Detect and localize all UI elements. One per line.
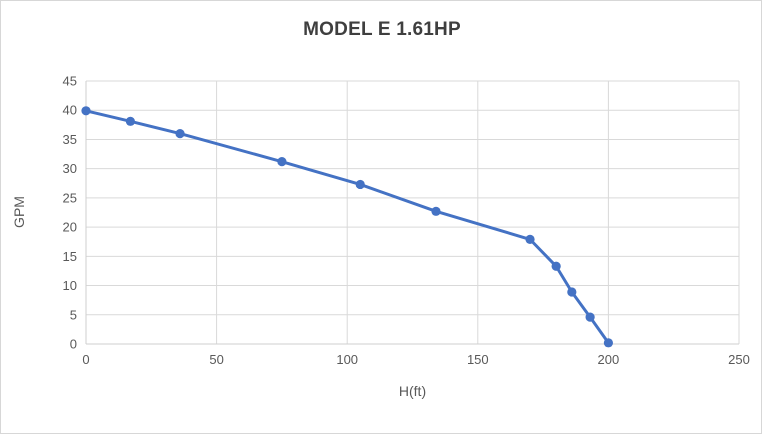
y-tick-label: 40 — [63, 103, 77, 118]
data-point-marker — [585, 312, 595, 322]
data-point-marker — [81, 106, 91, 116]
data-point-marker — [551, 261, 561, 271]
data-point-marker — [525, 234, 535, 244]
y-tick-label: 25 — [63, 190, 77, 205]
chart-title: MODEL E 1.61HP — [303, 19, 461, 40]
x-tick-label: 50 — [209, 352, 223, 367]
y-axis-title: GPM — [11, 196, 27, 228]
x-tick-label: 100 — [336, 352, 358, 367]
x-tick-label: 200 — [598, 352, 620, 367]
data-point-marker — [431, 206, 441, 216]
data-point-marker — [175, 129, 185, 139]
x-tick-label: 150 — [467, 352, 489, 367]
y-tick-label: 30 — [63, 161, 77, 176]
data-point-marker — [355, 179, 365, 190]
data-point-marker — [603, 338, 614, 348]
y-tick-label: 45 — [63, 74, 77, 89]
x-tick-label: 250 — [728, 352, 750, 367]
y-tick-label: 5 — [70, 307, 77, 322]
data-point-marker — [567, 287, 577, 297]
data-point-marker — [277, 157, 287, 167]
y-tick-label: 20 — [63, 220, 77, 235]
y-tick-label: 0 — [70, 337, 77, 352]
y-tick-label: 35 — [63, 132, 77, 147]
data-point-marker — [125, 116, 136, 126]
x-tick-label: 0 — [82, 352, 89, 367]
y-tick-label: 15 — [63, 249, 77, 264]
y-tick-label: 10 — [63, 278, 77, 293]
x-axis-title: H(ft) — [398, 383, 427, 399]
